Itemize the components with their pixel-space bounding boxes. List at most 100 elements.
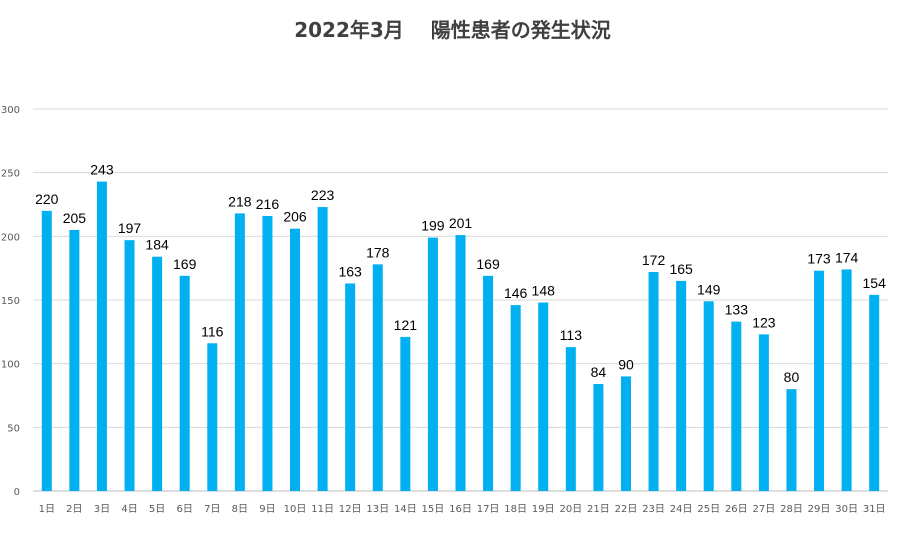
bar xyxy=(96,181,107,491)
x-tick-label: 19日 xyxy=(532,504,555,515)
data-label: 205 xyxy=(63,210,87,226)
x-tick-label: 13日 xyxy=(366,504,389,515)
bar xyxy=(345,283,356,491)
data-label: 84 xyxy=(591,364,607,380)
data-label: 133 xyxy=(725,302,749,318)
bar xyxy=(786,389,797,491)
bar xyxy=(510,305,521,491)
bar xyxy=(483,275,494,491)
data-label: 80 xyxy=(784,369,800,385)
y-tick-label: 50 xyxy=(7,423,20,434)
data-label: 201 xyxy=(449,215,473,231)
bar xyxy=(593,384,604,491)
data-label: 146 xyxy=(504,285,528,301)
x-tick-label: 1日 xyxy=(39,504,55,515)
bar xyxy=(620,376,631,491)
bar xyxy=(262,215,273,491)
y-tick-label: 300 xyxy=(1,105,20,116)
bar xyxy=(69,229,80,491)
x-tick-label: 9日 xyxy=(259,504,275,515)
data-label: 243 xyxy=(90,162,114,178)
x-tick-label: 18日 xyxy=(504,504,527,515)
x-tick-label: 3日 xyxy=(94,504,110,515)
bar xyxy=(814,270,825,491)
data-label: 165 xyxy=(669,261,693,277)
data-label: 223 xyxy=(311,187,335,203)
data-label: 218 xyxy=(228,193,252,209)
x-tick-label: 16日 xyxy=(449,504,472,515)
data-label: 123 xyxy=(752,314,776,330)
bar xyxy=(317,207,328,491)
data-label: 154 xyxy=(863,275,887,291)
x-tick-label: 2日 xyxy=(66,504,82,515)
data-label: 116 xyxy=(201,323,224,339)
bar xyxy=(841,269,852,491)
data-label: 199 xyxy=(421,218,445,234)
x-tick-label: 6日 xyxy=(177,504,193,515)
bar xyxy=(869,294,880,491)
data-label: 163 xyxy=(338,263,362,279)
data-label: 169 xyxy=(173,256,197,272)
bar xyxy=(427,237,438,491)
bar xyxy=(152,256,163,491)
x-tick-label: 30日 xyxy=(835,504,858,515)
bar xyxy=(400,336,411,491)
x-tick-label: 27日 xyxy=(753,504,776,515)
x-tick-label: 21日 xyxy=(587,504,610,515)
bar xyxy=(290,228,301,491)
x-tick-label: 23日 xyxy=(642,504,665,515)
x-tick-label: 26日 xyxy=(725,504,748,515)
x-tick-label: 12日 xyxy=(339,504,362,515)
x-tick-label: 28日 xyxy=(780,504,803,515)
x-tick-label: 11日 xyxy=(311,504,334,515)
data-label: 90 xyxy=(618,356,634,372)
data-label: 149 xyxy=(697,281,721,297)
bar xyxy=(703,301,714,491)
data-label: 172 xyxy=(642,252,666,268)
y-tick-label: 250 xyxy=(1,169,20,180)
bar xyxy=(207,343,218,491)
x-tick-label: 10日 xyxy=(284,504,307,515)
bar xyxy=(648,271,659,491)
data-label: 169 xyxy=(476,256,500,272)
data-label: 113 xyxy=(560,327,583,343)
y-tick-label: 0 xyxy=(14,487,20,498)
x-tick-label: 7日 xyxy=(204,504,220,515)
bar xyxy=(41,210,52,491)
data-label: 216 xyxy=(256,196,280,212)
y-tick-label: 200 xyxy=(1,232,20,243)
bar xyxy=(455,235,466,491)
x-tick-label: 14日 xyxy=(394,504,417,515)
bar xyxy=(372,264,383,491)
chart-title: 2022年3月 陽性患者の発生状況 xyxy=(294,18,611,42)
x-tick-label: 4日 xyxy=(121,504,137,515)
data-label: 174 xyxy=(835,249,859,265)
data-label: 184 xyxy=(145,237,169,253)
bar xyxy=(676,280,687,491)
y-tick-label: 100 xyxy=(1,360,20,371)
data-label: 173 xyxy=(807,251,831,267)
x-tick-label: 24日 xyxy=(670,504,693,515)
bar xyxy=(179,275,190,491)
x-tick-label: 25日 xyxy=(697,504,720,515)
x-tick-label: 5日 xyxy=(149,504,165,515)
data-label: 197 xyxy=(118,220,142,236)
data-label: 121 xyxy=(394,317,418,333)
x-tick-label: 15日 xyxy=(422,504,445,515)
bar xyxy=(124,240,135,491)
data-label: 178 xyxy=(366,244,390,260)
y-tick-label: 150 xyxy=(1,296,20,307)
bar xyxy=(234,213,245,491)
x-tick-label: 22日 xyxy=(615,504,638,515)
x-tick-label: 29日 xyxy=(808,504,831,515)
x-tick-label: 17日 xyxy=(477,504,500,515)
data-label: 148 xyxy=(532,283,556,299)
bar xyxy=(758,334,769,491)
bar xyxy=(731,321,742,491)
bar xyxy=(565,347,576,491)
data-label: 220 xyxy=(35,191,59,207)
x-tick-label: 31日 xyxy=(863,504,886,515)
bar xyxy=(538,302,549,491)
